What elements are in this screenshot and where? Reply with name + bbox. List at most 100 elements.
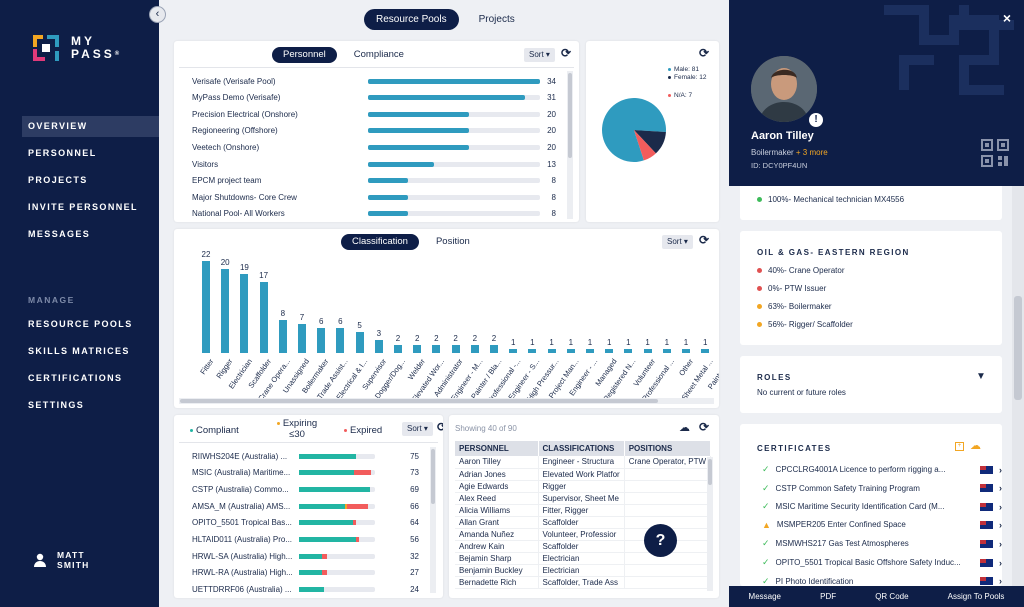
cert-compliance-row[interactable]: AMSA_M (Australia) AMS... 66 xyxy=(192,498,419,514)
nav-projects[interactable]: PROJECTS xyxy=(28,175,88,185)
pool-row[interactable]: Verisafe (Verisafe Pool) 34 xyxy=(192,73,556,89)
nav-skills-matrices[interactable]: SKILLS MATRICES xyxy=(28,346,130,356)
cert-compliance-row[interactable]: HRWL-SA (Australia) High... 32 xyxy=(192,548,419,564)
chart-bar[interactable] xyxy=(336,327,345,353)
tab-projects[interactable]: Projects xyxy=(478,14,515,25)
collapse-sidebar-button[interactable]: ‹ xyxy=(149,6,166,23)
chart-bar[interactable] xyxy=(278,319,287,353)
oil-gas-item[interactable]: 56%- Rigger/ Scaffolder xyxy=(757,320,853,329)
tab-compliance[interactable]: Compliance xyxy=(353,49,404,60)
table-row[interactable]: Bernadette Rich Scaffolder, Trade Ass xyxy=(455,576,712,589)
chart-bar[interactable] xyxy=(566,348,575,353)
assign-to-pools-button[interactable]: Assign To Pools xyxy=(947,592,1005,601)
cert-compliance-row[interactable]: CSTP (Australia) Commo... 69 xyxy=(192,481,419,497)
chart-bar[interactable] xyxy=(221,269,230,353)
table-row[interactable]: Alicia Williams Fitter, Rigger xyxy=(455,504,712,517)
refresh-icon[interactable]: ⟳ xyxy=(437,420,443,434)
pool-row[interactable]: Visitors 13 xyxy=(192,156,556,172)
alert-badge[interactable]: ! xyxy=(809,113,823,127)
table-row[interactable]: Adrian Jones Elevated Work Platfor xyxy=(455,468,712,481)
cert-compliance-row[interactable]: HLTAID011 (Australia) Pro... 56 xyxy=(192,532,419,548)
certificate-item[interactable]: ▲ MSMPER205 Enter Confined Space › xyxy=(762,520,1002,530)
classification-h-scroll-thumb[interactable] xyxy=(180,399,658,403)
certificate-item[interactable]: ✓ OPITO_5501 Tropical Basic Offshore Safe… xyxy=(762,557,1002,568)
col-classifications[interactable]: CLASSIFICATIONS xyxy=(538,441,625,456)
cert-compliance-row[interactable]: OPITO_5501 Tropical Bas... 64 xyxy=(192,515,419,531)
table-scrollbar[interactable] xyxy=(707,457,713,591)
message-button[interactable]: Message xyxy=(748,592,782,601)
nav-resource-pools[interactable]: RESOURCE POOLS xyxy=(28,319,133,329)
table-row[interactable]: Allan Grant Scaffolder xyxy=(455,516,712,529)
chart-bar[interactable] xyxy=(298,323,306,353)
tab-resource-pools[interactable]: Resource Pools xyxy=(364,9,459,30)
nav-settings[interactable]: SETTINGS xyxy=(28,400,85,410)
col-positions[interactable]: POSITIONS xyxy=(624,441,712,456)
certs-sort-button[interactable]: Sort ▾ xyxy=(402,422,433,436)
chart-bar[interactable] xyxy=(470,344,479,353)
pools-scroll-thumb[interactable] xyxy=(568,73,572,158)
cloud-download-icon[interactable]: ☁ xyxy=(679,422,690,434)
chart-bar[interactable] xyxy=(432,344,441,353)
help-button[interactable]: ? xyxy=(644,524,677,557)
cert-compliance-row[interactable]: MSIC (Australia) Maritime... 73 xyxy=(192,465,419,481)
certificate-item[interactable]: ✓ MSIC Maritime Security Identification C… xyxy=(762,501,1002,512)
tab-classification[interactable]: Classification xyxy=(341,234,419,250)
col-personnel[interactable]: PERSONNEL xyxy=(455,441,539,456)
cloud-upload-icon[interactable]: ☁ xyxy=(970,440,981,452)
nav-personnel[interactable]: PERSONNEL xyxy=(28,148,97,158)
chevron-right-icon[interactable]: › xyxy=(999,557,1002,568)
chevron-right-icon[interactable]: › xyxy=(999,576,1002,587)
chart-bar[interactable] xyxy=(317,327,326,353)
chart-bar[interactable] xyxy=(374,340,383,353)
chart-bar[interactable] xyxy=(701,348,710,353)
pool-row[interactable]: Regioneering (Offshore) 20 xyxy=(192,123,556,139)
pool-row[interactable]: Major Shutdowns- Core Crew 8 xyxy=(192,189,556,205)
tab-position[interactable]: Position xyxy=(435,236,470,247)
nav-invite-personnel[interactable]: INVITE PERSONNEL xyxy=(28,202,138,212)
pools-sort-button[interactable]: Sort ▾ xyxy=(524,48,555,62)
certs-scrollbar[interactable] xyxy=(430,447,436,593)
oil-gas-item[interactable]: 40%- Crane Operator xyxy=(757,266,844,275)
chart-bar[interactable] xyxy=(528,348,537,353)
certificate-item[interactable]: ✓ PI Photo Identification › xyxy=(762,576,1002,587)
chart-bar[interactable] xyxy=(490,344,498,353)
refresh-icon[interactable]: ⟳ xyxy=(699,420,710,434)
chart-bar[interactable] xyxy=(682,348,690,353)
nav-certifications[interactable]: CERTIFICATIONS xyxy=(28,373,123,383)
table-scroll-thumb[interactable] xyxy=(708,459,712,485)
chart-bar[interactable] xyxy=(586,348,594,353)
filter-icon[interactable]: ▼ xyxy=(976,371,986,382)
tab-personnel[interactable]: Personnel xyxy=(272,47,337,63)
pdf-button[interactable]: PDF xyxy=(820,592,837,601)
refresh-icon[interactable]: ⟳ xyxy=(561,46,572,60)
add-certificate-icon[interactable]: + xyxy=(955,442,964,451)
qr-code-icon[interactable] xyxy=(980,138,1010,168)
user-menu[interactable]: MATT SMITH xyxy=(33,550,89,570)
chart-bar[interactable] xyxy=(624,348,633,353)
chart-bar[interactable] xyxy=(394,344,402,353)
chevron-right-icon[interactable]: › xyxy=(999,464,1002,475)
chart-bar[interactable] xyxy=(202,261,210,353)
pool-row[interactable]: EPCM project team 8 xyxy=(192,173,556,189)
cert-compliance-row[interactable]: HRWL-RA (Australia) High... 27 xyxy=(192,565,419,581)
panel-scroll-thumb[interactable] xyxy=(1014,296,1022,400)
certificate-item[interactable]: ✓ CSTP Common Safety Training Program › xyxy=(762,483,1002,494)
refresh-icon[interactable]: ⟳ xyxy=(699,46,710,60)
pool-row[interactable]: MyPass Demo (Verisafe) 31 xyxy=(192,90,556,106)
chart-bar[interactable] xyxy=(240,273,249,353)
chevron-right-icon[interactable]: › xyxy=(999,519,1002,530)
profile-more-link[interactable]: + 3 more xyxy=(793,148,828,157)
chart-bar[interactable] xyxy=(605,348,614,353)
classification-sort-button[interactable]: Sort ▾ xyxy=(662,235,693,249)
cert-compliance-row[interactable]: RIIWHS204E (Australia) ... 75 xyxy=(192,448,419,464)
logo[interactable]: MY PASS® xyxy=(33,35,119,61)
pool-row[interactable]: National Pool- All Workers 8 xyxy=(192,206,556,222)
table-row[interactable]: Aaron Tilley Engineer - Structura Crane Op… xyxy=(455,456,712,469)
pool-row[interactable]: Veetech (Onshore) 20 xyxy=(192,139,556,155)
nav-messages[interactable]: MESSAGES xyxy=(28,229,91,239)
chevron-right-icon[interactable]: › xyxy=(999,538,1002,549)
pool-row[interactable]: Precision Electrical (Onshore) 20 xyxy=(192,106,556,122)
chart-bar[interactable] xyxy=(451,344,460,353)
chart-bar[interactable] xyxy=(259,281,268,353)
chevron-right-icon[interactable]: › xyxy=(999,483,1002,494)
